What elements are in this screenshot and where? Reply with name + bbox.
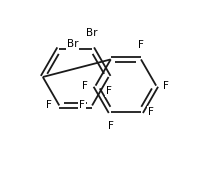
Text: Br: Br xyxy=(86,28,97,38)
Text: F: F xyxy=(46,101,52,110)
Text: Br: Br xyxy=(67,39,78,49)
Text: F: F xyxy=(147,107,153,117)
Text: F: F xyxy=(82,81,88,91)
Text: F: F xyxy=(163,81,169,91)
Text: F: F xyxy=(79,101,84,110)
Text: F: F xyxy=(105,86,111,97)
Text: F: F xyxy=(137,40,143,50)
Text: F: F xyxy=(107,121,113,131)
